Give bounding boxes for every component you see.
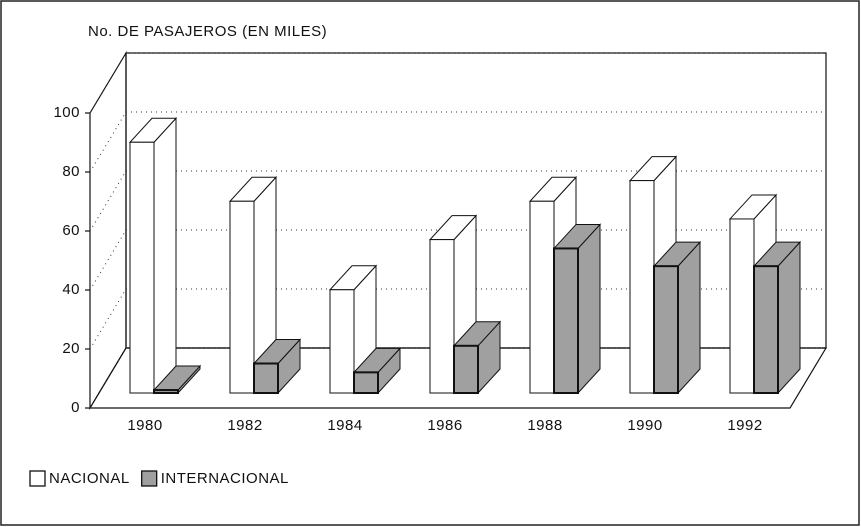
bar [129,141,155,394]
y-tick-label: 60 [62,222,80,239]
y-tick-label: 100 [53,104,80,121]
grid-line [89,111,127,173]
bar [229,200,255,394]
y-tick-label: 80 [62,163,80,180]
bar [329,289,355,394]
bar [729,218,755,394]
grid-line [89,229,127,291]
x-tick-label: 1992 [727,417,762,434]
bar [253,362,279,394]
bar-side [677,240,701,395]
y-tick-label: 20 [62,340,80,357]
y-tick-label: 40 [62,281,80,298]
bar [753,265,779,394]
bar [153,389,179,394]
x-tick-label: 1990 [627,417,662,434]
x-tick-label: 1984 [327,417,362,434]
y-tick-label: 0 [71,399,80,416]
legend-swatch [29,470,46,487]
bar [429,239,455,394]
bar [653,265,679,394]
x-tick-label: 1986 [427,417,462,434]
x-tick-label: 1982 [227,417,262,434]
x-tick-label: 1980 [127,417,162,434]
grid-line [89,288,127,350]
legend-label: NACIONAL [49,470,130,487]
bar [353,371,379,395]
bar [629,180,655,394]
bar-side [153,116,177,395]
x-tick-label: 1988 [527,417,562,434]
left-wall [89,50,127,411]
bar-side [577,223,601,395]
chart-title: No. DE PASAJEROS (EN MILES) [88,23,327,40]
legend-swatch [141,470,158,487]
floor [88,347,828,409]
legend-label: INTERNACIONAL [161,470,289,487]
grid-line [89,170,127,232]
bar [553,247,579,394]
bar [529,200,555,394]
bar-side [777,240,801,395]
bar [453,344,479,394]
